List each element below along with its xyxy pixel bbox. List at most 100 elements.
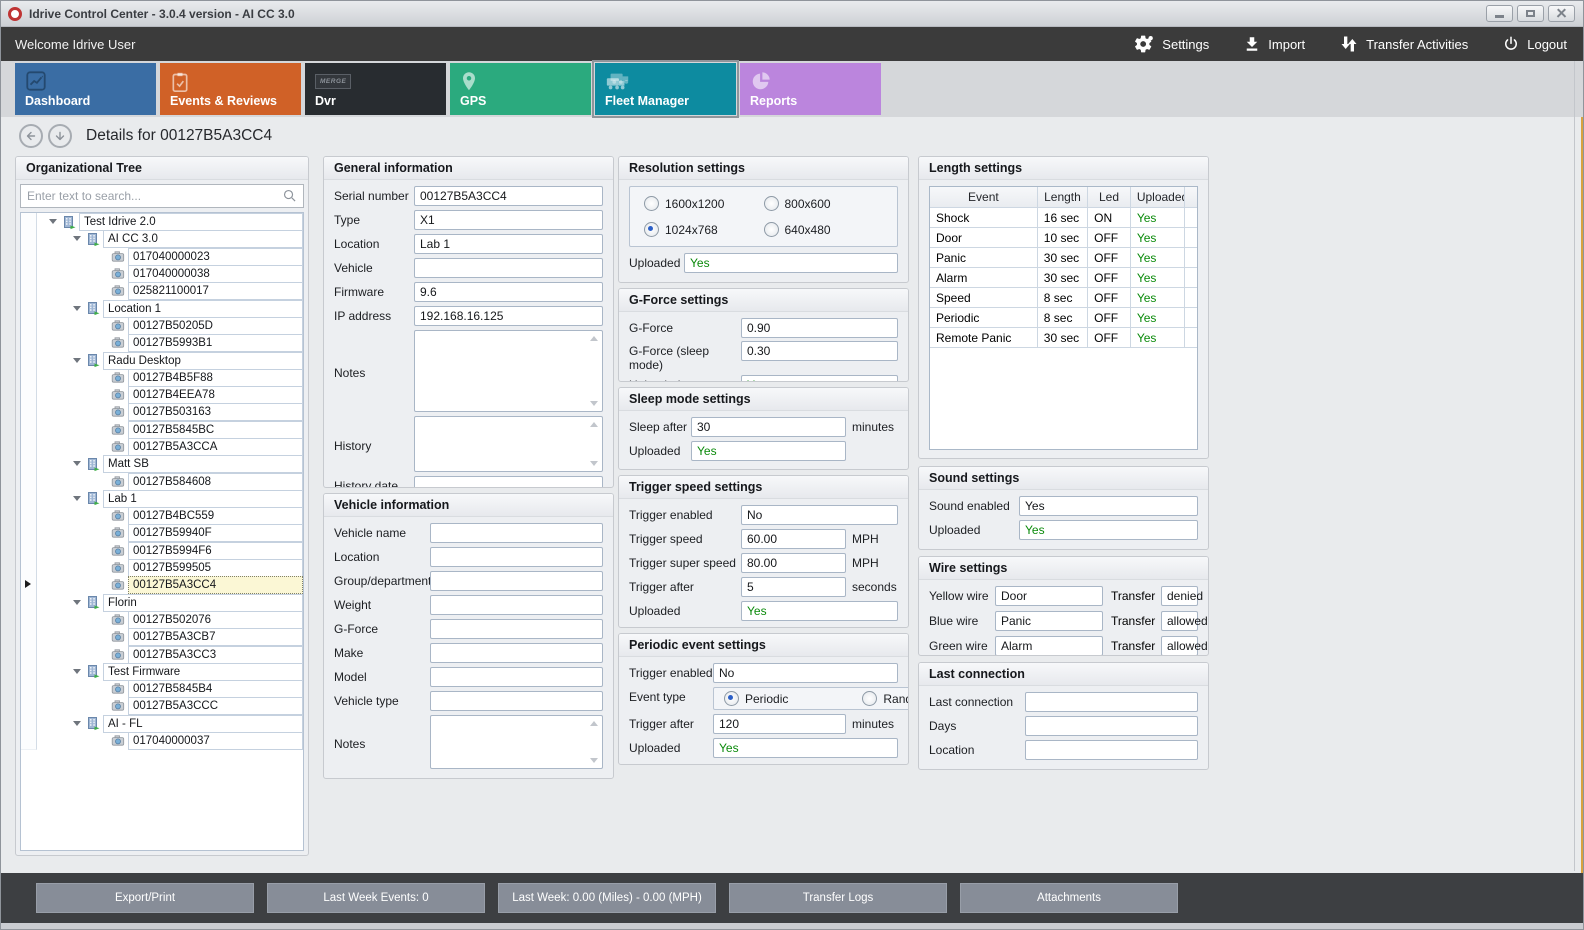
radio-option[interactable]: 1024x768 (644, 222, 764, 237)
notes-field[interactable] (414, 330, 603, 412)
location-field[interactable]: Lab 1 (414, 234, 603, 254)
sound-uploaded-field[interactable]: Yes (1019, 520, 1198, 540)
radio-option[interactable]: Random (862, 691, 908, 706)
blue-transfer-field[interactable]: allowed (1161, 611, 1208, 631)
radio-option[interactable]: 800x600 (763, 196, 884, 211)
settings-button[interactable]: Settings (1133, 34, 1209, 54)
last-connection-field[interactable] (1025, 692, 1198, 712)
tab-reports[interactable]: Reports (740, 63, 881, 115)
periodic-after-field[interactable]: 120 (713, 714, 846, 734)
tab-gps[interactable]: GPS (450, 63, 591, 115)
logout-button[interactable]: Logout (1502, 35, 1567, 53)
periodic-enabled-field[interactable]: No (713, 663, 898, 683)
tree-item[interactable]: 00127B599505 (21, 558, 303, 578)
history-field[interactable] (414, 416, 603, 472)
back-button[interactable] (19, 124, 43, 148)
scroll-down-button[interactable] (48, 124, 72, 148)
sleep-after-field[interactable]: 30 (691, 417, 846, 437)
expander-icon[interactable] (73, 461, 81, 470)
resolution-uploaded-field[interactable]: Yes (684, 253, 898, 273)
tree-item[interactable]: 017040000037 (21, 731, 303, 751)
connection-location-field[interactable] (1025, 740, 1198, 760)
tree-item[interactable]: Test Firmware (21, 662, 303, 682)
minimize-button[interactable] (1486, 5, 1513, 22)
serial-number-field[interactable]: 00127B5A3CC4 (414, 186, 603, 206)
sleep-uploaded-field[interactable]: Yes (691, 441, 846, 461)
tree-item[interactable]: 00127B503163 (21, 403, 303, 422)
periodic-uploaded-field[interactable]: Yes (713, 738, 898, 758)
vehicle-gforce-field[interactable] (430, 619, 603, 639)
radio-option[interactable]: Periodic (724, 691, 788, 706)
tree-item[interactable]: 00127B5993B1 (21, 334, 303, 353)
tree-item[interactable]: Radu Desktop (21, 351, 303, 370)
tree-item[interactable]: 00127B5A3CCA (21, 437, 303, 457)
tab-events-reviews[interactable]: Events & Reviews (160, 63, 301, 115)
green-transfer-field[interactable]: allowed (1161, 636, 1208, 655)
firmware-field[interactable]: 9.6 (414, 282, 603, 302)
radio-option[interactable]: 1600x1200 (644, 196, 764, 211)
gforce-uploaded-field[interactable]: Yes (741, 375, 898, 381)
maximize-button[interactable] (1517, 5, 1544, 22)
days-field[interactable] (1025, 716, 1198, 736)
group-department-field[interactable] (430, 571, 603, 591)
tree-item[interactable]: 00127B4EEA78 (21, 385, 303, 405)
tree-item[interactable]: Florin (21, 593, 303, 612)
vehicle-field[interactable] (414, 258, 603, 278)
tree-search[interactable] (20, 184, 304, 208)
trigger-super-speed-field[interactable]: 80.00 (741, 553, 846, 573)
expander-icon[interactable] (49, 219, 57, 228)
tree-item[interactable]: 00127B5994F6 (21, 541, 303, 560)
tree-item[interactable]: 00127B5A3CB7 (21, 628, 303, 647)
tab-dvr[interactable]: MERGE Dvr (305, 63, 446, 115)
tree-item[interactable]: AI CC 3.0 (21, 230, 303, 249)
expander-icon[interactable] (73, 357, 81, 367)
tree-item[interactable]: 017040000023 (21, 247, 303, 266)
expander-icon[interactable] (73, 236, 81, 245)
search-input[interactable] (21, 189, 282, 203)
trigger-speed-field[interactable]: 60.00 (741, 529, 846, 549)
green-wire-field[interactable]: Alarm (995, 636, 1103, 655)
gforce-field[interactable]: 0.90 (741, 318, 898, 338)
vehicle-name-field[interactable] (430, 523, 603, 543)
tree-item[interactable]: 017040000038 (21, 264, 303, 284)
model-field[interactable] (430, 667, 603, 687)
trigger-uploaded-field[interactable]: Yes (741, 601, 898, 621)
weight-field[interactable] (430, 595, 603, 615)
history-date-field[interactable] (414, 476, 603, 487)
sound-enabled-field[interactable]: Yes (1019, 496, 1198, 516)
expander-icon[interactable] (73, 720, 81, 730)
tree-item[interactable]: Matt SB (21, 455, 303, 474)
tree-item[interactable]: 00127B5845B4 (21, 680, 303, 699)
export-print-button[interactable]: Export/Print (36, 883, 254, 913)
vehicle-location-field[interactable] (430, 547, 603, 567)
tab-fleet-manager[interactable]: Fleet Manager (592, 60, 739, 118)
tree-item[interactable]: 00127B5845BC (21, 420, 303, 439)
tree-item[interactable]: Lab 1 (21, 489, 303, 509)
trigger-after-field[interactable]: 5 (741, 577, 846, 597)
trigger-enabled-field[interactable]: No (741, 505, 898, 525)
expander-icon[interactable] (73, 668, 81, 678)
yellow-wire-field[interactable]: Door (995, 586, 1103, 606)
tab-dashboard[interactable]: Dashboard (15, 63, 156, 115)
last-week-miles-button[interactable]: Last Week: 0.00 (Miles) - 0.00 (MPH) (498, 883, 716, 913)
expander-icon[interactable] (73, 495, 81, 505)
tree-item[interactable]: 00127B4B5F88 (21, 368, 303, 387)
close-button[interactable] (1548, 5, 1575, 22)
tree-item[interactable]: 00127B50205D (21, 316, 303, 336)
radio-option[interactable]: 640x480 (763, 222, 884, 237)
make-field[interactable] (430, 643, 603, 663)
vehicle-notes-field[interactable] (430, 715, 603, 769)
tree-item[interactable]: 025821100017 (21, 282, 303, 301)
tree-item[interactable]: 00127B4BC559 (21, 507, 303, 526)
tree-item[interactable]: 00127B584608 (21, 472, 303, 491)
yellow-transfer-field[interactable]: denied (1161, 586, 1203, 606)
tree-item[interactable]: 00127B5A3CCC (21, 697, 303, 716)
tree-item[interactable]: Test Idrive 2.0 (21, 213, 303, 232)
tree-item[interactable]: 00127B5A3CC3 (21, 645, 303, 664)
tree-item[interactable]: Location 1 (21, 299, 303, 318)
expander-icon[interactable] (73, 305, 81, 315)
tree-item[interactable]: 00127B59940F (21, 524, 303, 543)
vehicle-type-field[interactable] (430, 691, 603, 711)
attachments-button[interactable]: Attachments (960, 883, 1178, 913)
tree-item[interactable]: 00127B5A3CC4 (21, 576, 303, 595)
